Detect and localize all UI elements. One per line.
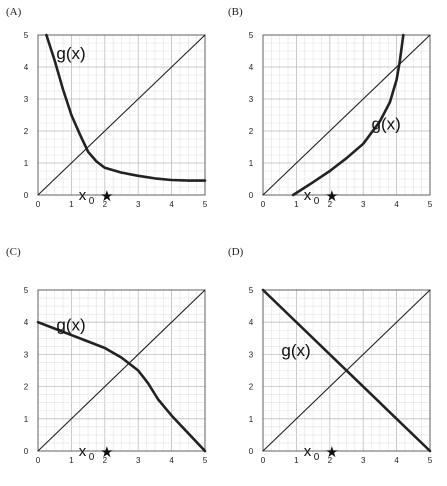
series-identity-line: [37, 289, 206, 452]
y-tick-label: 3: [249, 350, 254, 359]
series-label: g(x): [56, 315, 85, 334]
panel-label: (A): [6, 6, 22, 18]
y-tick-label: 0: [24, 447, 29, 456]
series-identity-line: [37, 34, 206, 196]
y-tick-label: 3: [249, 95, 254, 104]
annotation-x0-label: x: [79, 187, 87, 204]
plot-frame: [37, 289, 206, 452]
y-tick-label: 2: [249, 383, 254, 392]
y-tick-label: 4: [24, 63, 29, 72]
y-tick-label: 5: [24, 286, 29, 295]
panel-label: (B): [228, 6, 243, 18]
y-tick-label: 2: [24, 383, 29, 392]
x-tick-label: 4: [394, 200, 399, 209]
x-tick-label: 5: [428, 456, 433, 465]
x-tick-label: 5: [203, 200, 208, 209]
x-tick-label: 3: [361, 200, 366, 209]
star-icon: ★: [325, 187, 338, 205]
x-tick-label: 0: [36, 456, 41, 465]
x-tick-label: 3: [361, 456, 366, 465]
x-tick-label: 3: [136, 200, 141, 209]
x-tick-label: 1: [69, 456, 74, 465]
y-tick-label: 0: [24, 191, 29, 200]
plot-frame: [262, 289, 431, 452]
x-tick-label: 2: [103, 456, 108, 465]
annotation-x0-subscript: 0: [89, 196, 95, 207]
series-identity-line: [262, 289, 431, 452]
x-tick-label: 4: [169, 200, 174, 209]
series-g-line: [45, 33, 207, 182]
y-tick-label: 5: [24, 31, 29, 40]
series-label: g(x): [56, 44, 85, 63]
x-tick-label: 0: [36, 200, 41, 209]
x-tick-label: 2: [328, 200, 333, 209]
annotation-x0-label: x: [79, 443, 87, 460]
y-tick-label: 0: [249, 191, 254, 200]
y-tick-label: 1: [249, 415, 254, 424]
series-label: g(x): [281, 341, 310, 360]
y-tick-label: 2: [249, 127, 254, 136]
annotation-x0-label: x: [304, 187, 312, 204]
y-tick-label: 1: [24, 415, 29, 424]
x-tick-label: 3: [136, 456, 141, 465]
star-icon: ★: [100, 187, 113, 205]
series-g-line: [291, 33, 405, 197]
annotation-x0-subscript: 0: [314, 196, 320, 207]
annotation-x0-label: x: [304, 443, 312, 460]
x-tick-label: 5: [428, 200, 433, 209]
y-tick-label: 5: [249, 31, 254, 40]
y-tick-label: 1: [24, 159, 29, 168]
panel-label: (C): [6, 246, 21, 258]
x-tick-label: 2: [103, 200, 108, 209]
plot-frame: [37, 34, 206, 196]
x-tick-label: 4: [394, 456, 399, 465]
annotation-x0-subscript: 0: [89, 452, 95, 463]
y-tick-label: 3: [24, 95, 29, 104]
x-tick-label: 0: [261, 200, 266, 209]
x-tick-label: 0: [261, 456, 266, 465]
y-tick-label: 2: [24, 127, 29, 136]
x-tick-label: 1: [294, 200, 299, 209]
series-g-line: [36, 320, 207, 453]
y-tick-label: 4: [24, 318, 29, 327]
y-tick-label: 3: [24, 350, 29, 359]
y-tick-label: 4: [249, 318, 254, 327]
y-tick-label: 5: [249, 286, 254, 295]
x-tick-label: 2: [328, 456, 333, 465]
x-tick-label: 5: [203, 456, 208, 465]
series-identity-line: [262, 34, 431, 196]
y-tick-label: 0: [249, 447, 254, 456]
star-icon: ★: [325, 443, 338, 461]
x-tick-label: 4: [169, 456, 174, 465]
x-tick-label: 1: [69, 200, 74, 209]
star-icon: ★: [100, 443, 113, 461]
panel-label: (D): [228, 246, 244, 258]
x-tick-label: 1: [294, 456, 299, 465]
y-tick-label: 1: [249, 159, 254, 168]
annotation-x0-subscript: 0: [314, 452, 320, 463]
y-tick-label: 4: [249, 63, 254, 72]
plot-frame: [262, 34, 431, 196]
series-label: g(x): [372, 114, 401, 133]
